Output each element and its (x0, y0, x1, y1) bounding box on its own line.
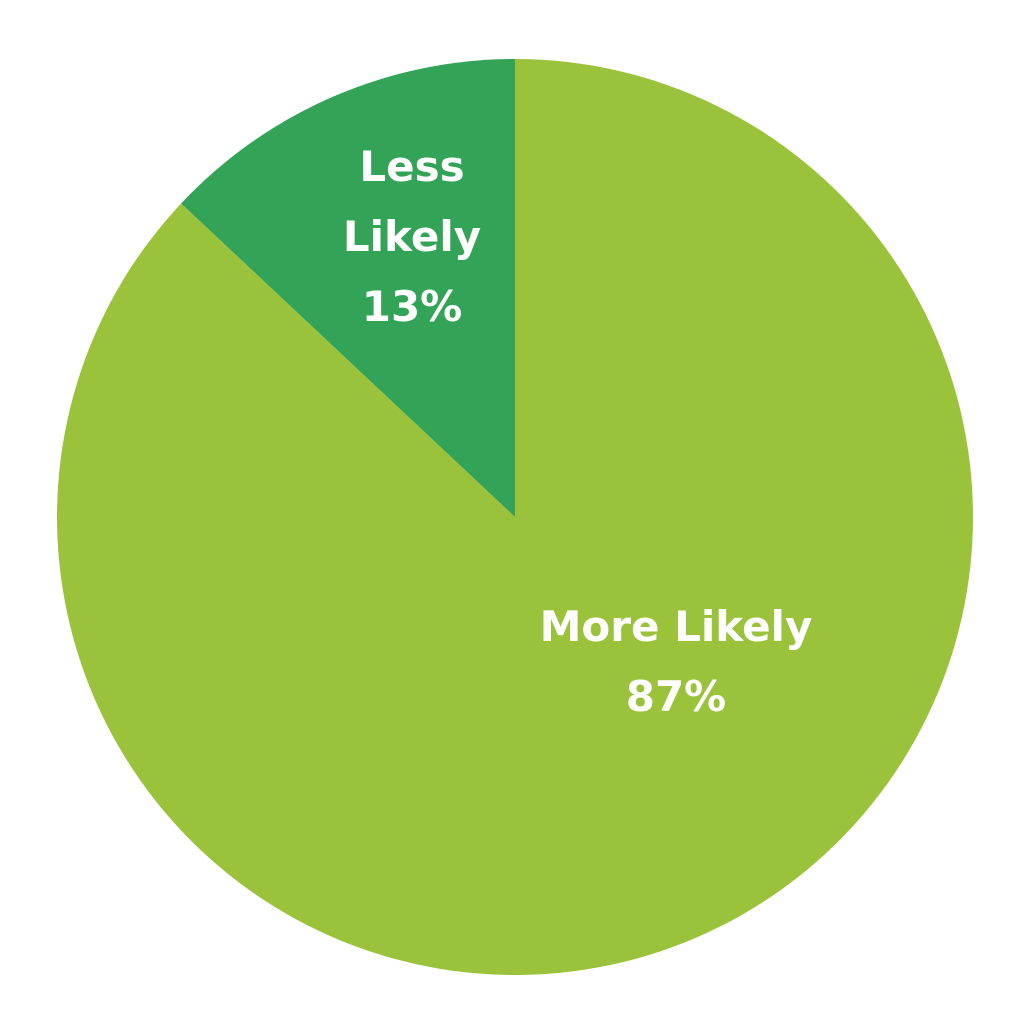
category-label: Less Likely (342, 142, 482, 261)
pie-slice (181, 59, 515, 517)
slice-label: Less Likely 13% (322, 132, 502, 342)
category-label: More Likely (539, 602, 813, 651)
slice-label: More Likely 87% (466, 592, 886, 732)
value-label: 87% (625, 672, 727, 721)
value-label: 13% (361, 282, 463, 331)
